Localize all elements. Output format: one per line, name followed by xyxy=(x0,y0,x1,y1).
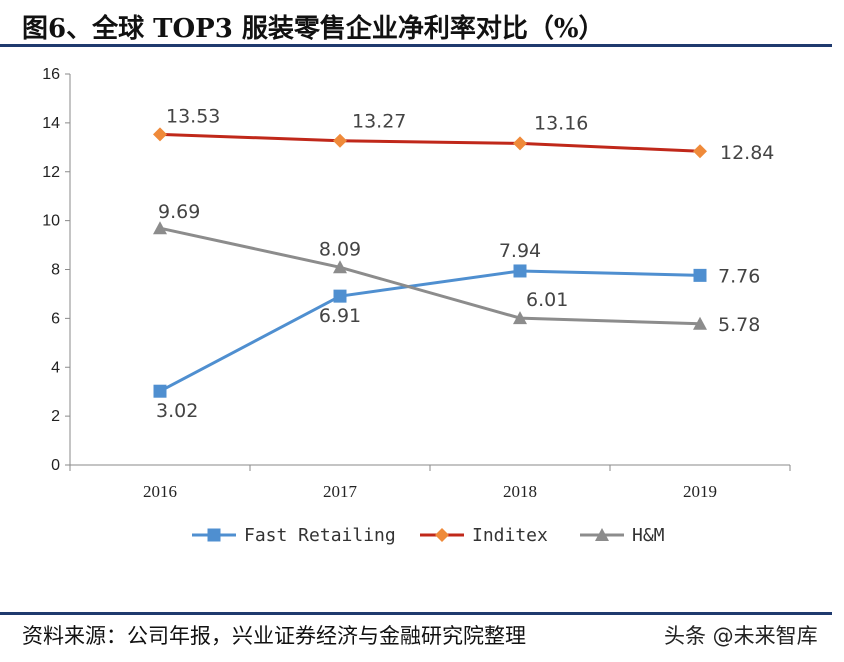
data-label-fast-retailing: 7.94 xyxy=(499,240,541,262)
data-label-fast-retailing: 3.02 xyxy=(156,400,198,422)
title-divider xyxy=(0,44,832,47)
data-point-fast-retailing xyxy=(333,289,347,303)
data-point-fast-retailing xyxy=(693,268,707,282)
x-tick-label: 2018 xyxy=(503,482,537,501)
data-label-inditex: 13.16 xyxy=(534,112,588,134)
data-point-h-m xyxy=(693,316,707,330)
legend-label-inditex: Inditex xyxy=(472,525,548,546)
data-label-h-m: 8.09 xyxy=(319,238,361,260)
data-point-inditex xyxy=(513,136,527,151)
y-tick-label: 6 xyxy=(51,310,60,327)
data-label-fast-retailing: 7.76 xyxy=(718,265,760,287)
data-label-h-m: 9.69 xyxy=(158,201,200,223)
data-point-fast-retailing xyxy=(153,384,167,398)
data-label-fast-retailing: 6.91 xyxy=(319,305,361,327)
data-point-fast-retailing xyxy=(513,264,527,278)
y-tick-label: 2 xyxy=(51,408,60,425)
data-point-inditex xyxy=(693,144,707,159)
watermark: 头条 @未来智库 xyxy=(664,624,818,648)
legend-marker-fast-retailing xyxy=(207,528,221,542)
series-line-inditex xyxy=(159,132,701,153)
y-tick-label: 14 xyxy=(42,115,60,132)
data-label-inditex: 13.53 xyxy=(166,105,220,127)
legend-label-h-m: H&M xyxy=(632,525,665,546)
data-label-inditex: 13.27 xyxy=(352,111,406,133)
footer-divider xyxy=(0,612,832,615)
line-chart: 0 2 4 6 8 10 12 14 16 2016 2017 2018 2019 3.02 6.91 7.9… xyxy=(42,66,791,546)
y-tick-label: 12 xyxy=(42,164,60,181)
y-tick-label: 16 xyxy=(42,66,60,83)
data-label-h-m: 5.78 xyxy=(718,314,760,336)
x-tick-label: 2016 xyxy=(143,482,177,501)
chart-title: 图6、全球 TOP3 服装零售企业净利率对比（%） xyxy=(22,14,605,44)
source-note: 资料来源：公司年报，兴业证券经济与金融研究院整理 xyxy=(22,624,526,648)
y-tick-label: 0 xyxy=(51,457,60,474)
data-label-inditex: 12.84 xyxy=(720,142,774,164)
y-tick-label: 10 xyxy=(42,213,60,230)
data-point-h-m xyxy=(333,260,347,274)
y-tick-label: 4 xyxy=(51,359,60,376)
data-point-inditex xyxy=(153,127,167,142)
y-tick-label: 8 xyxy=(51,262,60,279)
data-point-inditex xyxy=(333,133,347,148)
legend-marker-h-m xyxy=(595,528,609,541)
series-line-h-m xyxy=(159,226,701,326)
legend-label-fast-retailing: Fast Retailing xyxy=(244,525,396,546)
series-line-fast-retailing xyxy=(159,269,701,393)
x-tick-label: 2017 xyxy=(323,482,358,501)
data-label-h-m: 6.01 xyxy=(526,289,568,311)
x-tick-label: 2019 xyxy=(683,482,717,501)
legend-marker-inditex xyxy=(435,528,449,542)
data-point-h-m xyxy=(513,311,527,325)
data-point-h-m xyxy=(153,221,167,235)
